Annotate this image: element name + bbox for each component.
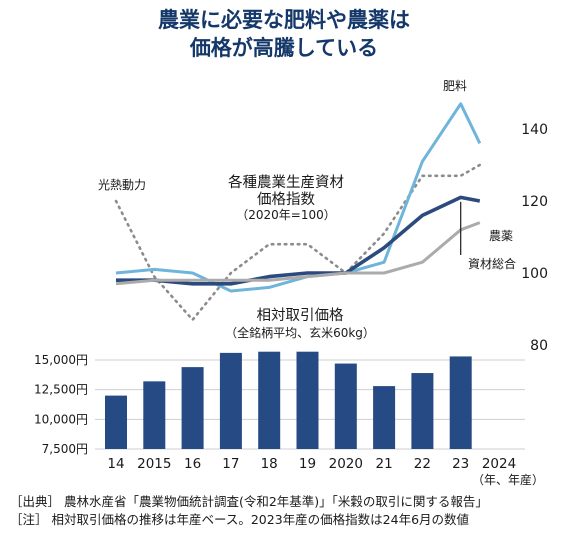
bar-23 <box>449 356 472 449</box>
bar-2020 <box>334 363 357 449</box>
bar-xtick-label-19: 19 <box>299 456 316 472</box>
bar-xtick-label-23: 23 <box>452 456 469 472</box>
bar-ytick-label-1: 10,000円 <box>34 412 88 426</box>
bar-ytick-label-3: 15,000円 <box>34 353 88 367</box>
line-series-0 <box>114 163 482 322</box>
bar-16 <box>181 367 204 449</box>
bar-18 <box>258 351 281 449</box>
bar-xtick-label-2020: 2020 <box>329 456 363 472</box>
line-chart-title-1: 価格指数 <box>257 191 315 208</box>
bar-14 <box>105 395 127 449</box>
chart-title-line2: 価格が高騰している <box>189 36 379 60</box>
bar-21 <box>373 386 396 449</box>
bar-17 <box>219 352 242 449</box>
line-chart-subtitle: （2020年=100） <box>236 208 336 222</box>
line-series-3 <box>115 221 481 286</box>
chart-title: 農業に必要な肥料や農薬は 価格が高騰している <box>0 6 568 62</box>
bar-xtick-label-17: 17 <box>222 456 239 472</box>
bar-xtick-label-22: 22 <box>414 456 431 472</box>
bar-xtick-label-21: 21 <box>376 456 393 472</box>
footnote: ［注］ 相対取引価格の推移は年産ベース。2023年産の価格指数は24年6月の数値 <box>10 512 470 527</box>
series-label-2: 農薬 <box>489 229 513 243</box>
bar-xtick-label-2015: 2015 <box>137 456 171 472</box>
series-label-3: 資材総合 <box>468 256 516 271</box>
line-chart-title-0: 各種農業生産資材 <box>228 174 344 191</box>
bar-chart-title: 相対取引価格 <box>257 307 344 324</box>
series-label-0: 光熱動力 <box>98 178 146 192</box>
bar-chart-subtitle: （全銘柄平均、玄米60kg） <box>225 325 375 340</box>
bar-22 <box>411 373 434 449</box>
bar-xlabel: （年、年産） <box>472 472 544 487</box>
line-ytick-label-0: 80 <box>530 338 548 354</box>
source-note: ［出典］ 農林水産省「農業物価統計調査(令和2年基準)」「米穀の取引に関する報告… <box>10 494 488 509</box>
bar-xtick-label-18: 18 <box>261 456 278 472</box>
chart-title-line1: 農業に必要な肥料や農薬は <box>158 8 410 32</box>
series-label-1: 肥料 <box>443 79 467 93</box>
line-ytick-label-3: 140 <box>521 122 548 138</box>
line-ytick-label-1: 100 <box>521 266 548 282</box>
line-ytick-label-2: 120 <box>521 194 548 210</box>
bar-xtick-label-2024: 2024 <box>482 456 516 472</box>
bar-xtick-label-16: 16 <box>184 456 201 472</box>
line-series-2 <box>116 195 481 286</box>
bar-xtick-label-14: 14 <box>107 456 124 472</box>
bar-19 <box>296 351 319 449</box>
notes: ［出典］ 農林水産省「農業物価統計調査(令和2年基準)」「米穀の取引に関する報告… <box>10 493 488 529</box>
bar-2015 <box>143 381 166 449</box>
bar-ytick-label-2: 12,500円 <box>34 383 88 397</box>
bar-ytick-label-0: 7,500円 <box>42 442 88 456</box>
